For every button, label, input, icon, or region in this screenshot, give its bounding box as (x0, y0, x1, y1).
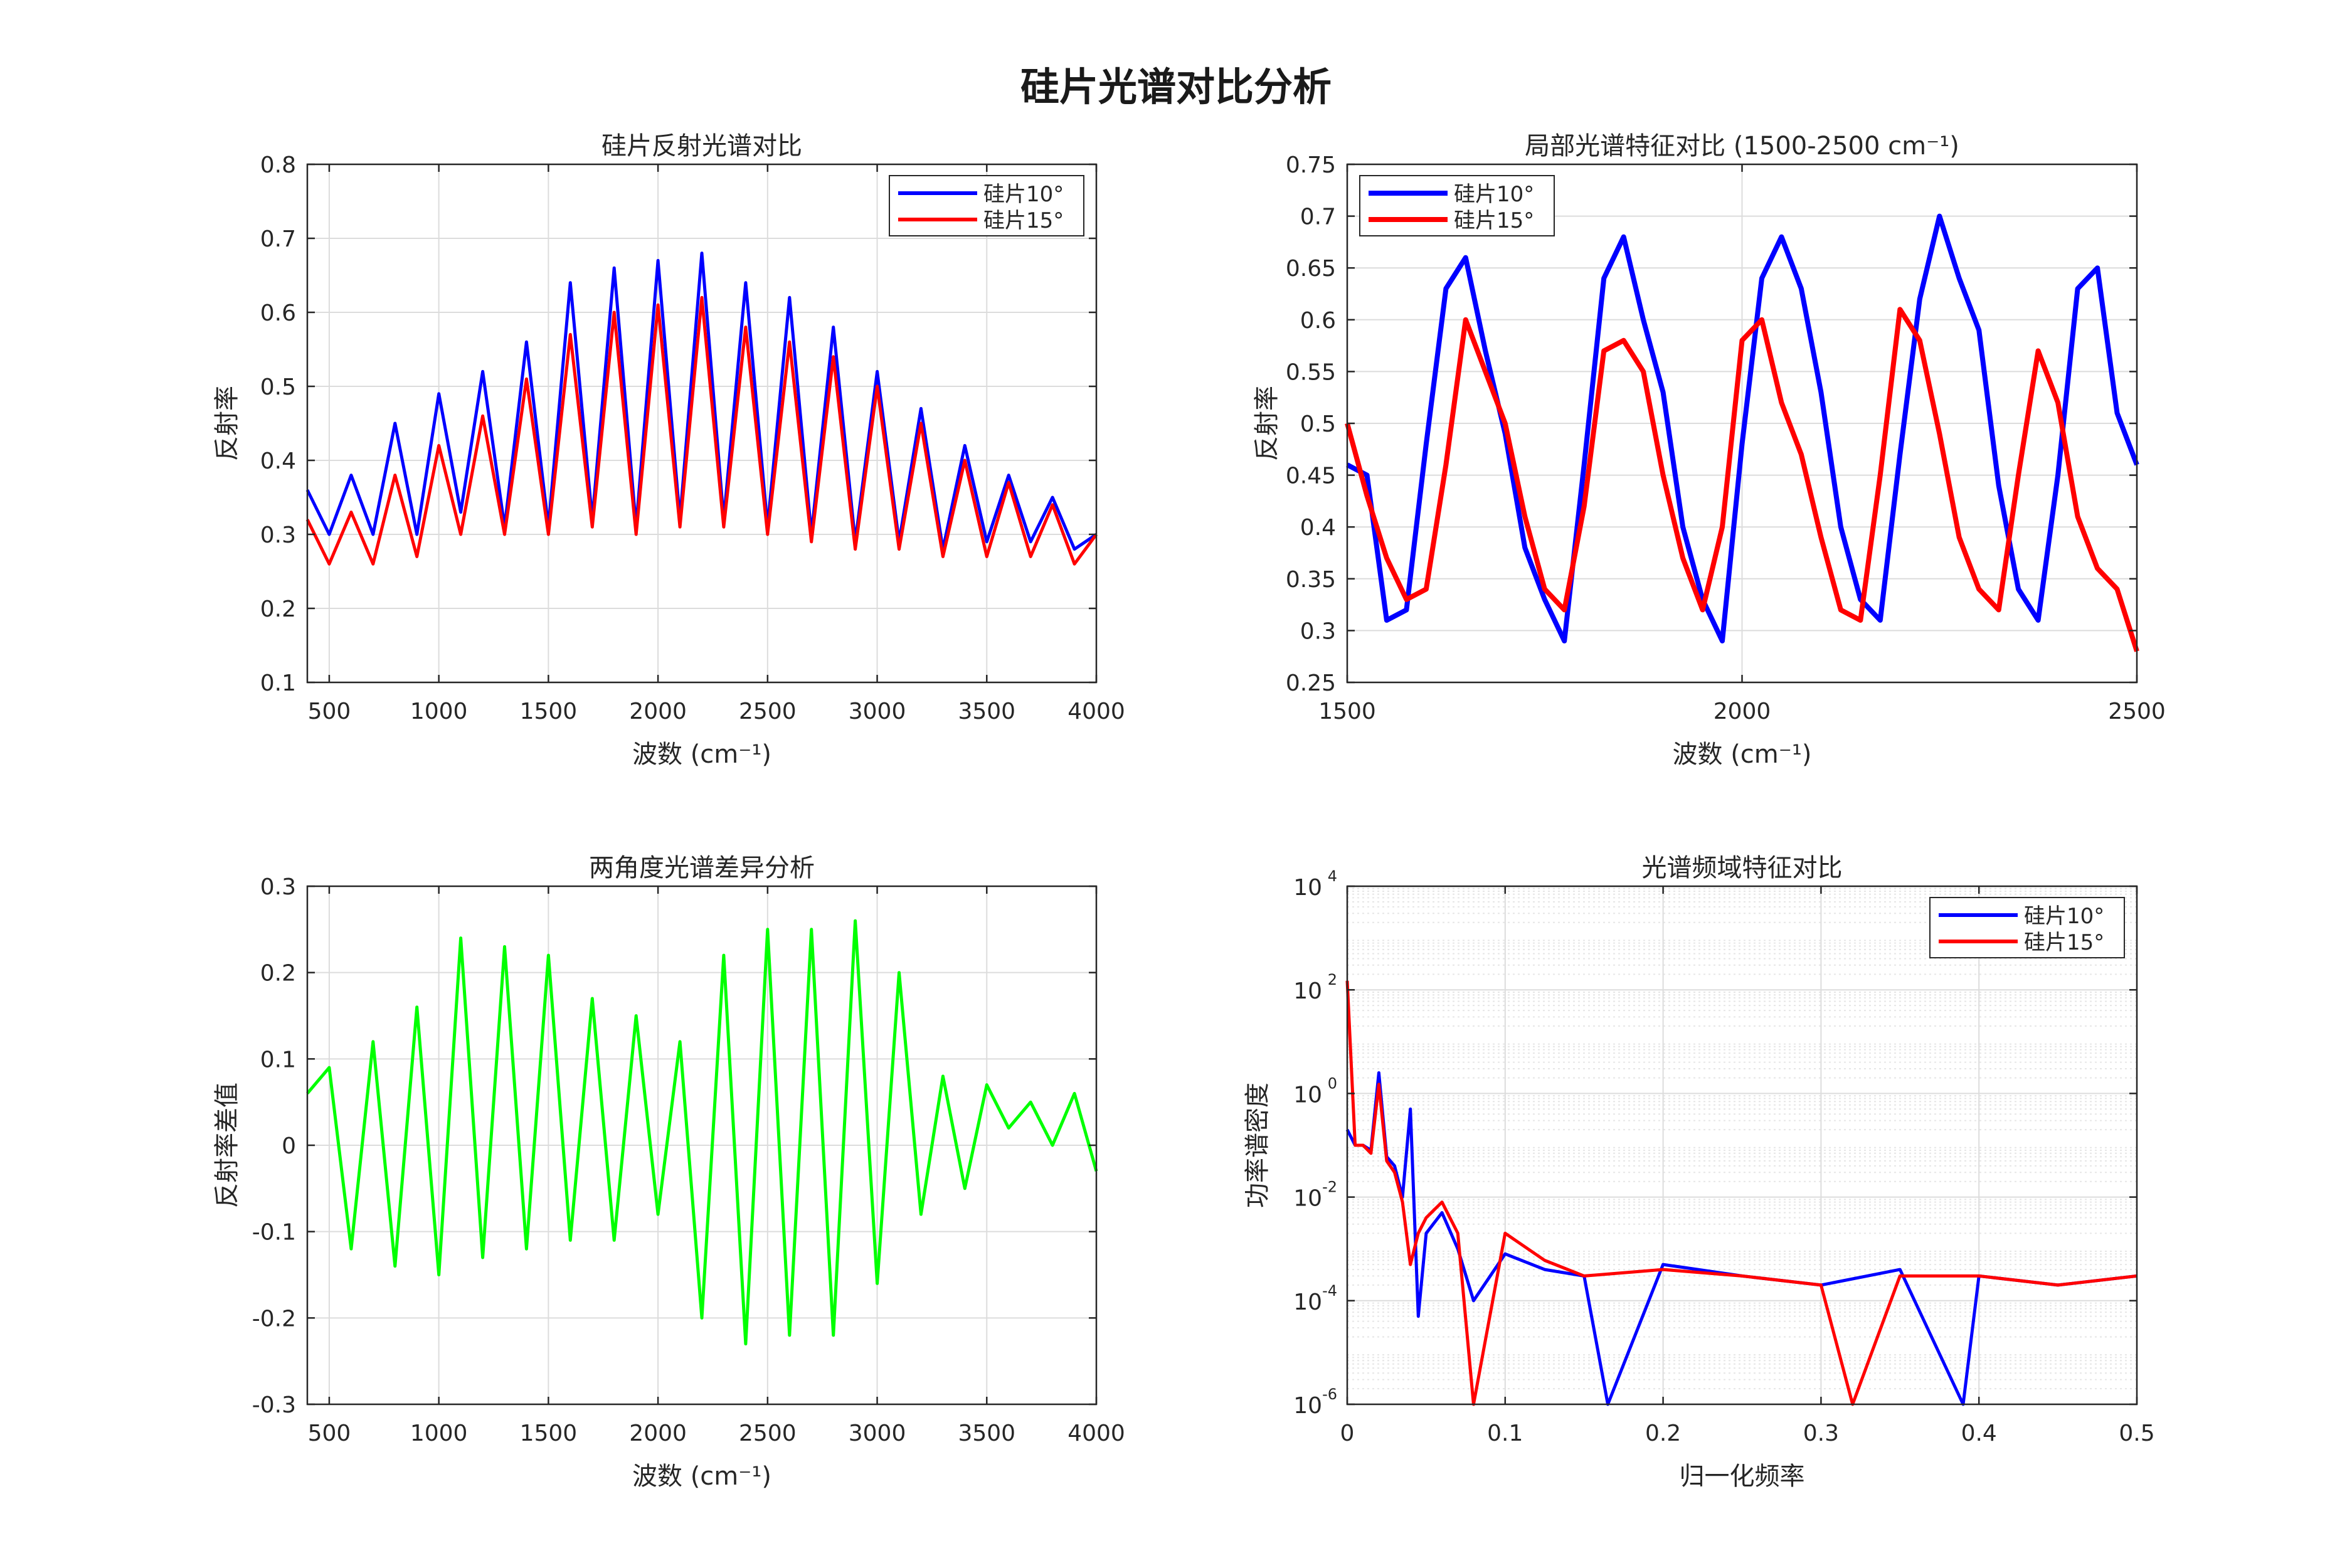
ax2-legend-box (1359, 175, 1555, 236)
ax1-plot-area (307, 164, 1096, 682)
ax2-series-line-1 (1346, 213, 2139, 644)
ax1-x-tick-label: 1500 (520, 699, 578, 724)
figure-title: 硅片光谱对比分析 (1020, 64, 1332, 110)
ax4-legend-label-2: 硅片15° (2024, 930, 2104, 955)
ax3-y-tick-label: 0.1 (260, 1047, 296, 1073)
ax1-x-axis-label: 波数 (cm⁻¹) (632, 740, 771, 769)
ax2-y-axis-label: 反射率 (1253, 386, 1281, 461)
ax2-y-tick-label: 0.4 (1300, 515, 1336, 541)
ax4-legend-box (1929, 897, 2125, 958)
ax3-x-tick-label: 2500 (739, 1421, 797, 1446)
ax3-y-tick-label: 0.2 (260, 961, 296, 987)
ax1-y-axis-label: 反射率 (213, 386, 241, 461)
ax2-x-tick-label: 1500 (1318, 699, 1376, 724)
ax4-axes-frame (1346, 885, 2138, 1406)
ax2-y-tick-label: 0.45 (1286, 464, 1336, 489)
ax1-legend-label-2: 硅片15° (983, 208, 1064, 233)
ax2-y-tick-label: 0.75 (1286, 152, 1336, 178)
ax1-series-line-1 (305, 252, 1098, 551)
ax1-x-tick-label: 3000 (849, 699, 906, 724)
ax4-x-tick-label: 0.1 (1487, 1421, 1523, 1446)
ax1-y-tick-label: 0.8 (260, 152, 296, 178)
ax3-x-tick-label: 3000 (849, 1421, 906, 1446)
ax2-y-tick-label: 0.35 (1286, 567, 1336, 593)
ax2-y-tick-label: 0.55 (1286, 359, 1336, 385)
ax1-axes-frame (306, 163, 1098, 684)
ax4-y-axis-label: 功率谱密度 (1243, 1083, 1272, 1208)
ax3-x-axis-label: 波数 (cm⁻¹) (632, 1462, 771, 1491)
ax1-y-tick-label: 0.6 (260, 300, 296, 326)
ax2-legend-label-2: 硅片15° (1454, 208, 1534, 233)
ax3-x-tick-label: 500 (308, 1421, 351, 1446)
ax1-x-tick-label: 2000 (629, 699, 687, 724)
ax4-x-tick-label: 0.5 (2119, 1421, 2154, 1446)
ax3-y-tick-label: 0.3 (260, 874, 296, 900)
ax3-x-tick-label: 4000 (1067, 1421, 1125, 1446)
ax1-x-tick-label: 500 (308, 699, 351, 724)
ax1-y-tick-label: 0.4 (260, 448, 296, 474)
ax4-y-tick-label: 10 (1293, 978, 1322, 1004)
ax4-y-tick-label: 10 (1293, 1082, 1322, 1108)
ax4-y-tick-exponent: -6 (1322, 1385, 1337, 1403)
ax4-x-tick-label: 0.4 (1961, 1421, 1997, 1446)
ax4-title: 光谱频域特征对比 (1642, 854, 1843, 882)
ax3-y-tick-label: -0.1 (252, 1220, 296, 1246)
ax4-y-tick-exponent: 4 (1328, 867, 1337, 885)
ax3-series-line-1 (306, 919, 1098, 1346)
ax3-x-tick-label: 2000 (629, 1421, 687, 1446)
ax4-x-tick-label: 0 (1340, 1421, 1355, 1446)
ax2-y-tick-label: 0.3 (1300, 618, 1336, 644)
ax2-legend-label-1: 硅片10° (1454, 182, 1534, 207)
ax2-series-line-2 (1345, 307, 2139, 652)
ax1-series-line-2 (305, 295, 1098, 566)
ax4-x-axis-label: 归一化频率 (1680, 1462, 1805, 1491)
ax1-legend-label-1: 硅片10° (983, 182, 1064, 207)
ax4-x-tick-label: 0.3 (1803, 1421, 1839, 1446)
ax3-x-tick-label: 1500 (520, 1421, 578, 1446)
ax3-y-tick-label: -0.3 (252, 1392, 296, 1418)
ax2-y-tick-label: 0.7 (1300, 204, 1336, 230)
ax4-y-tick-exponent: 2 (1328, 971, 1337, 988)
ax2-x-axis-label: 波数 (cm⁻¹) (1672, 740, 1811, 769)
ax2-y-tick-label: 0.6 (1300, 308, 1336, 334)
ax4-x-tick-label: 0.2 (1645, 1421, 1681, 1446)
ax3-x-tick-label: 1000 (410, 1421, 468, 1446)
ax1-y-tick-label: 0.2 (260, 596, 296, 622)
ax4-y-tick-label: 10 (1293, 1393, 1322, 1419)
ax4-y-tick-label: 10 (1293, 875, 1322, 901)
ax3-title: 两角度光谱差异分析 (589, 854, 815, 882)
ax4-legend-label-1: 硅片10° (2024, 904, 2104, 929)
ax4-y-tick-exponent: -4 (1322, 1282, 1337, 1300)
ax1-y-tick-label: 0.5 (260, 374, 296, 400)
ax4-y-tick-label: 10 (1293, 1290, 1322, 1315)
ax4-y-tick-label: 10 (1293, 1186, 1322, 1212)
ax4-y-tick-exponent: 0 (1328, 1074, 1337, 1092)
ax2-y-tick-label: 0.65 (1286, 256, 1336, 282)
ax2-title: 局部光谱特征对比 (1500-2500 cm⁻¹) (1525, 132, 1959, 161)
ax1-legend-box (889, 175, 1084, 236)
ax1-x-tick-label: 3500 (958, 699, 1015, 724)
ax3-y-axis-label: 反射率差值 (213, 1083, 241, 1208)
ax1-y-tick-label: 0.3 (260, 522, 296, 548)
ax4-plot-area (1347, 886, 2137, 1404)
ax1-x-tick-label: 4000 (1067, 699, 1125, 724)
ax1-x-tick-label: 1000 (410, 699, 468, 724)
ax1-y-tick-label: 0.1 (260, 670, 296, 696)
ax2-y-tick-label: 0.5 (1300, 411, 1336, 437)
ax1-y-tick-label: 0.7 (260, 226, 296, 252)
ax2-x-tick-label: 2500 (2108, 699, 2166, 724)
ax3-x-tick-label: 3500 (958, 1421, 1015, 1446)
ax4-y-tick-exponent: -2 (1322, 1179, 1337, 1196)
ax1-title: 硅片反射光谱对比 (601, 132, 802, 161)
ax2-y-tick-label: 0.25 (1286, 670, 1336, 696)
ax3-y-tick-label: 0 (282, 1133, 296, 1159)
ax2-x-tick-label: 2000 (1714, 699, 1771, 724)
ax3-y-tick-label: -0.2 (252, 1306, 296, 1332)
ax1-x-tick-label: 2500 (739, 699, 797, 724)
